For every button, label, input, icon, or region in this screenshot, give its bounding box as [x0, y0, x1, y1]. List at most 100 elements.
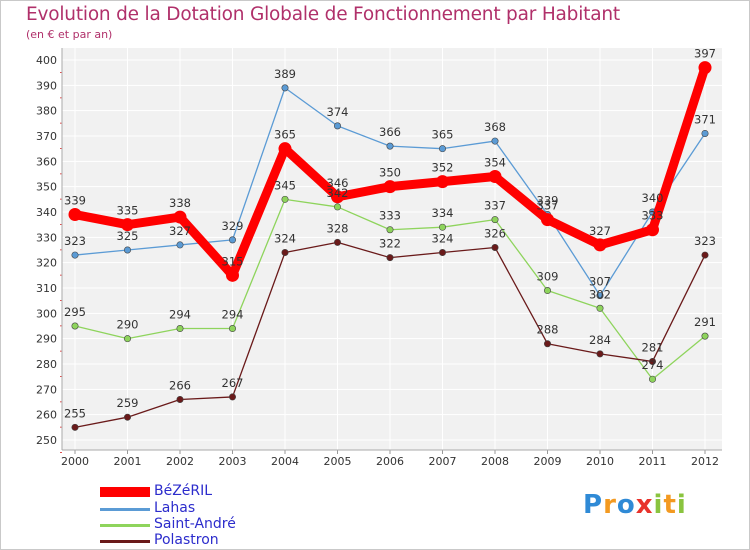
- data-label-lahas: 339: [537, 194, 559, 208]
- x-tick-label: 2001: [114, 455, 142, 468]
- data-point-b-z-ril: [698, 61, 712, 75]
- data-point-b-z-ril: [331, 190, 344, 204]
- data-point-saint-andr-: [543, 287, 551, 295]
- logo-letter: P: [583, 490, 604, 520]
- data-label-saint-andr-: 334: [432, 206, 454, 220]
- y-tick-label: 280: [36, 358, 57, 371]
- data-label-lahas: 325: [117, 229, 139, 243]
- data-point-b-z-ril: [646, 223, 659, 237]
- logo-letter: i: [653, 490, 664, 520]
- data-point-polastron: [229, 393, 237, 401]
- data-point-polastron: [124, 413, 132, 421]
- data-label-polastron: 324: [432, 232, 454, 246]
- data-point-b-z-ril: [593, 238, 607, 252]
- data-label-lahas: 327: [169, 224, 191, 238]
- y-tick-label: 350: [36, 181, 57, 194]
- data-label-lahas: 389: [274, 67, 296, 81]
- data-point-b-z-ril: [68, 208, 82, 222]
- y-tick-label: 380: [36, 105, 57, 118]
- data-label-saint-andr-: 337: [484, 199, 506, 213]
- x-tick-label: 2007: [429, 455, 457, 468]
- chart-subtitle: (en € et par an): [26, 28, 113, 41]
- legend-label-bezeril: BéZéRIL: [154, 483, 213, 499]
- x-tick-label: 2011: [639, 455, 667, 468]
- data-point-b-z-ril: [121, 218, 134, 232]
- logo-letter: t: [663, 490, 677, 520]
- data-point-saint-andr-: [176, 325, 184, 333]
- data-label-polastron: 266: [169, 378, 191, 392]
- data-label-b-z-ril: 337: [537, 199, 559, 213]
- series-layer: [68, 61, 712, 431]
- x-tick-label: 2000: [61, 455, 89, 468]
- y-tick-label: 300: [36, 307, 57, 320]
- axes: 250 260 270 280 290 300 310 320 330 340 350 360 370 3…: [36, 48, 722, 468]
- legend-item-lahas: Lahas: [98, 500, 298, 517]
- data-point-saint-andr-: [596, 304, 604, 312]
- data-label-polastron: 267: [222, 376, 244, 390]
- data-label-polastron: 323: [694, 234, 716, 248]
- y-tick-label: 340: [36, 206, 57, 219]
- data-point-lahas: [124, 246, 132, 254]
- data-label-b-z-ril: 354: [484, 156, 506, 170]
- x-tick-label: 2006: [376, 455, 404, 468]
- data-point-polastron: [596, 350, 604, 358]
- data-label-polastron: 328: [327, 221, 349, 235]
- data-point-lahas: [333, 122, 341, 130]
- data-point-lahas: [71, 251, 79, 259]
- data-point-b-z-ril: [383, 180, 397, 194]
- data-label-polastron: 281: [642, 340, 664, 354]
- data-label-b-z-ril: 327: [589, 224, 611, 238]
- data-label-polastron: 284: [589, 333, 611, 347]
- data-label-polastron: 259: [117, 396, 139, 410]
- data-label-polastron: 326: [484, 226, 506, 240]
- plot-background: [62, 48, 722, 450]
- data-label-polastron: 288: [537, 323, 559, 337]
- legend-swatch-lahas: [100, 508, 150, 511]
- data-point-lahas: [596, 292, 604, 300]
- data-point-polastron: [491, 243, 499, 251]
- data-point-saint-andr-: [124, 335, 132, 343]
- data-point-saint-andr-: [648, 375, 656, 383]
- data-point-polastron: [281, 249, 289, 257]
- x-tick-label: 2010: [586, 455, 614, 468]
- legend-label-saint-andre: Saint-André: [154, 516, 236, 532]
- data-point-b-z-ril: [226, 268, 239, 282]
- data-label-saint-andr-: 302: [589, 287, 611, 301]
- data-label-b-z-ril: 365: [274, 128, 296, 142]
- data-label-saint-andr-: 290: [117, 318, 139, 332]
- y-tick-label: 290: [36, 333, 57, 346]
- logo-letter: x: [635, 490, 654, 520]
- data-point-saint-andr-: [386, 226, 394, 234]
- data-point-polastron: [701, 251, 709, 259]
- y-tick-label: 390: [36, 79, 57, 92]
- data-point-lahas: [386, 142, 394, 150]
- chart-title: Evolution de la Dotation Globale de Fonc…: [26, 4, 620, 25]
- data-point-saint-andr-: [438, 223, 446, 231]
- x-tick-label: 2005: [324, 455, 352, 468]
- data-point-polastron: [438, 249, 446, 257]
- data-label-saint-andr-: 274: [642, 358, 664, 372]
- data-label-saint-andr-: 291: [694, 315, 716, 329]
- x-tick-label: 2012: [691, 455, 719, 468]
- data-label-saint-andr-: 295: [64, 305, 86, 319]
- y-tick-label: 270: [36, 383, 57, 396]
- data-point-polastron: [71, 423, 79, 431]
- data-label-polastron: 324: [274, 232, 296, 246]
- logo-letter: o: [616, 490, 636, 520]
- data-point-b-z-ril: [173, 210, 187, 224]
- data-label-saint-andr-: 333: [379, 209, 401, 223]
- data-point-polastron: [386, 254, 394, 262]
- data-label-b-z-ril: 335: [117, 204, 139, 218]
- y-tick-label: 250: [36, 434, 57, 447]
- legend-swatch-polastron: [100, 540, 150, 543]
- data-point-saint-andr-: [491, 216, 499, 224]
- data-point-lahas: [176, 241, 184, 249]
- data-label-lahas: 307: [589, 275, 611, 289]
- data-point-saint-andr-: [701, 332, 709, 340]
- data-point-polastron: [648, 357, 656, 365]
- y-tick-label: 320: [36, 257, 57, 270]
- data-label-lahas: 323: [64, 234, 86, 248]
- data-label-saint-andr-: 294: [169, 308, 191, 322]
- data-label-b-z-ril: 350: [379, 166, 401, 180]
